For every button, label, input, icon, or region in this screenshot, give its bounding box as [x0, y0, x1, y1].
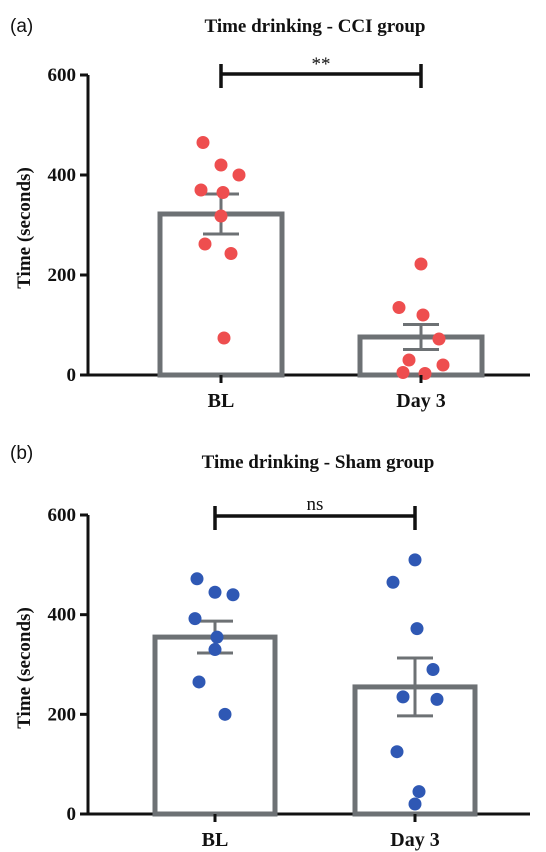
data-point [196, 136, 210, 149]
significance-bracket [213, 506, 417, 530]
significance-bracket [219, 64, 423, 88]
data-point [217, 331, 231, 345]
data-point [402, 353, 416, 367]
significance-label: ns [307, 494, 324, 515]
data-point [386, 575, 400, 589]
data-point [216, 186, 230, 199]
chart-svg-b: (b) Time drinking - Sham group Time (sec… [10, 443, 530, 851]
data-point [214, 209, 228, 223]
chart-svg-a: (a) Time drinking - CCI group Time (seco… [10, 16, 530, 412]
y-tick-label: 0 [67, 804, 77, 825]
y-axis-label: Time (seconds) [14, 607, 35, 729]
y-tick-label: 400 [48, 165, 77, 186]
data-point [224, 247, 238, 260]
chart-title: Time drinking - CCI group [204, 16, 425, 37]
x-tick-label: BL [202, 829, 229, 851]
data-point [192, 675, 206, 689]
y-tick-label: 600 [48, 65, 77, 86]
data-point [396, 366, 410, 379]
data-point [392, 301, 406, 314]
significance-label: ** [312, 54, 331, 75]
data-point [410, 622, 424, 636]
data-point [190, 572, 204, 586]
data-point [408, 553, 422, 567]
y-tick-label: 200 [48, 265, 77, 286]
y-tick-label: 0 [67, 365, 77, 386]
data-point [188, 612, 202, 626]
data-point [416, 308, 430, 322]
data-point [426, 662, 440, 676]
data-point [198, 237, 212, 251]
panel-label: (b) [10, 443, 33, 464]
chart-marks: 0 200 400 600 BL Day 3 ** [48, 54, 530, 412]
x-tick-label: BL [208, 390, 235, 412]
data-point [208, 643, 222, 657]
data-point [194, 183, 208, 197]
x-tick-label: Day 3 [396, 390, 445, 412]
y-axis-label: Time (seconds) [14, 167, 35, 289]
data-point [396, 690, 410, 704]
data-point [432, 332, 446, 346]
data-point [218, 707, 232, 721]
data-point [210, 630, 224, 644]
chart-title: Time drinking - Sham group [202, 452, 435, 473]
y-tick-label: 200 [48, 704, 77, 725]
chart-panel-a: (a) Time drinking - CCI group Time (seco… [10, 16, 530, 412]
data-point [232, 168, 246, 182]
bar [152, 634, 278, 817]
chart-marks: 0 200 400 600 BL Day 3 ns [48, 494, 530, 851]
data-point [412, 785, 426, 799]
data-point [430, 692, 444, 706]
data-point [390, 745, 404, 759]
data-point [436, 358, 450, 372]
data-point [414, 257, 428, 271]
data-point [408, 797, 422, 811]
data-point [214, 158, 228, 172]
bar [157, 211, 285, 378]
data-point [226, 588, 240, 602]
y-tick-label: 600 [48, 505, 77, 526]
panel-label: (a) [10, 16, 33, 37]
data-point [208, 585, 222, 599]
y-tick-label: 400 [48, 605, 77, 626]
chart-panel-b: (b) Time drinking - Sham group Time (sec… [0, 426, 546, 852]
x-tick-label: Day 3 [390, 829, 439, 851]
